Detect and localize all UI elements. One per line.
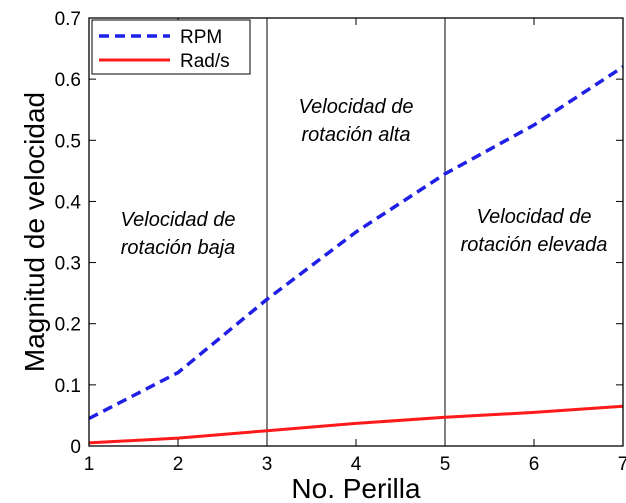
legend-label-1: RPM xyxy=(180,27,222,48)
y-axis-label: Magnitud de velocidad xyxy=(19,92,50,372)
x-tick-label: 6 xyxy=(529,454,540,475)
legend: RPM Rad/s xyxy=(91,19,251,75)
x-tick-label: 2 xyxy=(173,454,184,475)
x-tick-label: 7 xyxy=(618,454,626,475)
region-annotation-2: Velocidad de rotación alta xyxy=(299,96,414,146)
legend-box xyxy=(91,19,251,75)
y-tick-label: 0 xyxy=(70,437,81,458)
region-annotation-3: Velocidad de rotación elevada xyxy=(461,206,608,256)
annotations: Velocidad de rotación baja Velocidad de rot… xyxy=(121,96,608,259)
x-tick-label: 3 xyxy=(262,454,273,475)
y-tick-label: 0.6 xyxy=(55,70,81,91)
x-axis-label: No. Perilla xyxy=(291,473,421,503)
series-line-2 xyxy=(88,404,624,445)
y-tick-label: 0.3 xyxy=(55,254,81,275)
x-tick-label: 1 xyxy=(84,454,95,475)
series-layer xyxy=(88,65,624,445)
y-tick-label: 0.1 xyxy=(55,376,81,397)
series-line-1 xyxy=(88,65,624,421)
y-tick-label: 0.7 xyxy=(55,9,81,30)
y-tick-label: 0.2 xyxy=(55,315,81,336)
y-tick-label: 0.5 xyxy=(55,131,81,152)
region-annotation-1: Velocidad de rotación baja xyxy=(121,209,236,259)
y-axis: 0 0.1 0.2 0.3 0.4 0.5 0.6 0.7 xyxy=(55,9,623,458)
region-dividers xyxy=(266,18,446,446)
legend-label-2: Rad/s xyxy=(180,51,230,72)
x-tick-label: 5 xyxy=(440,454,451,475)
y-tick-label: 0.4 xyxy=(55,192,82,213)
x-tick-label: 4 xyxy=(351,454,362,475)
